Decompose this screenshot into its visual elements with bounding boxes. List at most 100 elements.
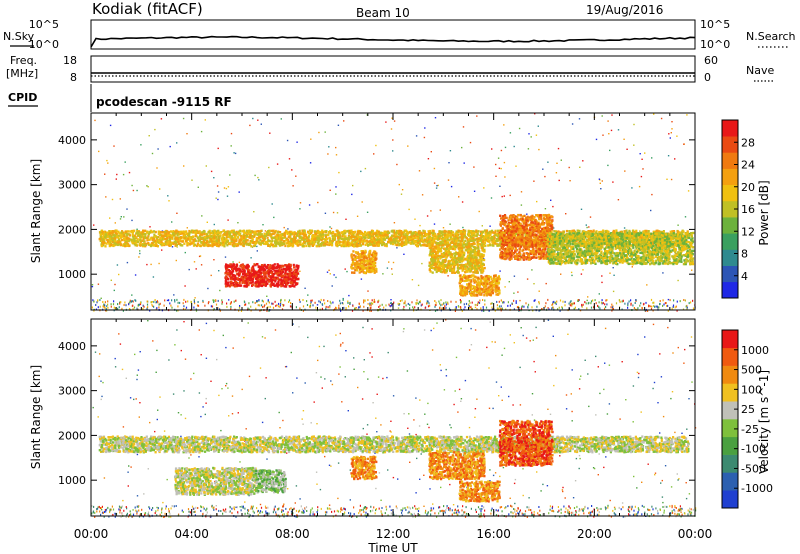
- clutter-pixel: [271, 302, 273, 305]
- clutter-pixel: [267, 306, 269, 309]
- noise-pixel: [633, 123, 635, 126]
- noise-pixel: [557, 251, 559, 253]
- clutter-pixel: [648, 304, 650, 307]
- noise-pixel: [391, 273, 393, 275]
- noise-pixel: [140, 144, 142, 146]
- echo-pixel: [494, 242, 497, 245]
- clutter-pixel: [418, 301, 421, 303]
- echo-pixel: [587, 238, 590, 241]
- noise-pixel: [560, 273, 562, 275]
- echo-pixel: [331, 234, 334, 238]
- clutter-pixel: [281, 308, 284, 311]
- clutter-pixel: [547, 298, 549, 301]
- clutter-pixel: [482, 299, 484, 301]
- nave-label: Nave: [746, 64, 774, 77]
- noise-pixel: [197, 186, 199, 188]
- station-title: Kodiak (fitACF): [92, 0, 203, 18]
- clutter-pixel: [238, 309, 240, 312]
- clutter-pixel: [164, 299, 166, 302]
- noise-pixel: [669, 137, 671, 139]
- echo-pixel: [288, 230, 291, 234]
- clutter-pixel: [581, 305, 583, 308]
- noise-pixel: [228, 299, 230, 301]
- echo-pixel: [210, 240, 213, 243]
- echo-pixel: [218, 243, 221, 247]
- noise-pixel: [182, 117, 185, 120]
- clutter-pixel: [321, 303, 323, 306]
- noise-pixel: [113, 289, 115, 292]
- echo-pixel: [584, 230, 587, 234]
- echo-pixel: [217, 231, 220, 234]
- noise-pixel: [586, 226, 588, 229]
- noise-pixel: [223, 187, 226, 189]
- echo-pixel: [185, 240, 188, 243]
- noise-pixel: [401, 189, 404, 191]
- noise-pixel: [403, 253, 405, 255]
- echo-pixel: [439, 237, 442, 240]
- noise-pixel: [667, 155, 670, 157]
- clutter-pixel: [399, 300, 401, 302]
- nsearch-tick-bottom: 10^0: [700, 38, 730, 51]
- echo-pixel: [276, 231, 280, 234]
- echo-pixel: [294, 232, 297, 235]
- echo-pixel: [274, 242, 277, 245]
- echo-pixel: [368, 231, 371, 234]
- noise-pixel: [109, 124, 112, 127]
- clutter-pixel: [204, 304, 206, 307]
- echo-pixel: [445, 230, 448, 233]
- noise-pixel: [224, 256, 227, 258]
- clutter-pixel: [364, 299, 366, 302]
- clutter-pixel: [416, 299, 418, 302]
- clutter-pixel: [578, 308, 580, 310]
- noise-pixel: [397, 307, 400, 309]
- echo-pixel: [187, 234, 191, 237]
- echo-pixel: [320, 239, 323, 242]
- noise-pixel: [671, 128, 673, 130]
- date-title: 19/Aug/2016: [586, 3, 663, 17]
- cpid-label: CPID: [8, 91, 37, 104]
- echo-pixel: [625, 229, 628, 232]
- echo-pixel: [383, 230, 386, 233]
- echo-pixel: [188, 229, 191, 233]
- echo-pixel: [275, 236, 278, 240]
- clutter-pixel: [534, 299, 536, 302]
- echo-pixel: [200, 241, 203, 244]
- noise-pixel: [276, 304, 278, 306]
- noise-pixel: [421, 194, 424, 196]
- clutter-pixel: [447, 301, 449, 304]
- echo-pixel: [209, 238, 212, 241]
- clutter-pixel: [641, 307, 643, 310]
- echo-pixel: [288, 241, 291, 245]
- noise-pixel: [385, 121, 387, 123]
- echo-pixel: [295, 234, 299, 237]
- clutter-pixel: [299, 307, 301, 310]
- echo-pixel: [114, 231, 117, 235]
- noise-pixel: [120, 216, 122, 218]
- noise-pixel: [388, 261, 390, 263]
- clutter-pixel: [332, 301, 334, 304]
- echo-pixel: [443, 236, 446, 239]
- noise-pixel: [335, 154, 338, 156]
- clutter-pixel: [571, 304, 573, 307]
- clutter-pixel: [665, 302, 667, 304]
- clutter-pixel: [598, 301, 600, 304]
- clutter-pixel: [541, 308, 543, 311]
- noise-pixel: [631, 187, 633, 189]
- echo-pixel: [493, 240, 496, 243]
- echo-pixel: [612, 229, 615, 233]
- clutter-pixel: [105, 308, 107, 310]
- clutter-pixel: [338, 307, 340, 310]
- clutter-pixel: [156, 300, 158, 303]
- clutter-pixel: [416, 302, 418, 305]
- noise-pixel: [168, 200, 170, 202]
- echo-pixel: [307, 236, 310, 239]
- noise-pixel: [111, 198, 114, 201]
- noise-pixel: [662, 272, 664, 274]
- noise-pixel: [504, 286, 506, 288]
- clutter-pixel: [485, 306, 488, 309]
- noise-pixel: [499, 185, 501, 187]
- noise-pixel: [503, 195, 505, 197]
- clutter-pixel: [533, 299, 535, 302]
- noise-pixel: [495, 163, 497, 166]
- echo-pixel: [642, 230, 645, 233]
